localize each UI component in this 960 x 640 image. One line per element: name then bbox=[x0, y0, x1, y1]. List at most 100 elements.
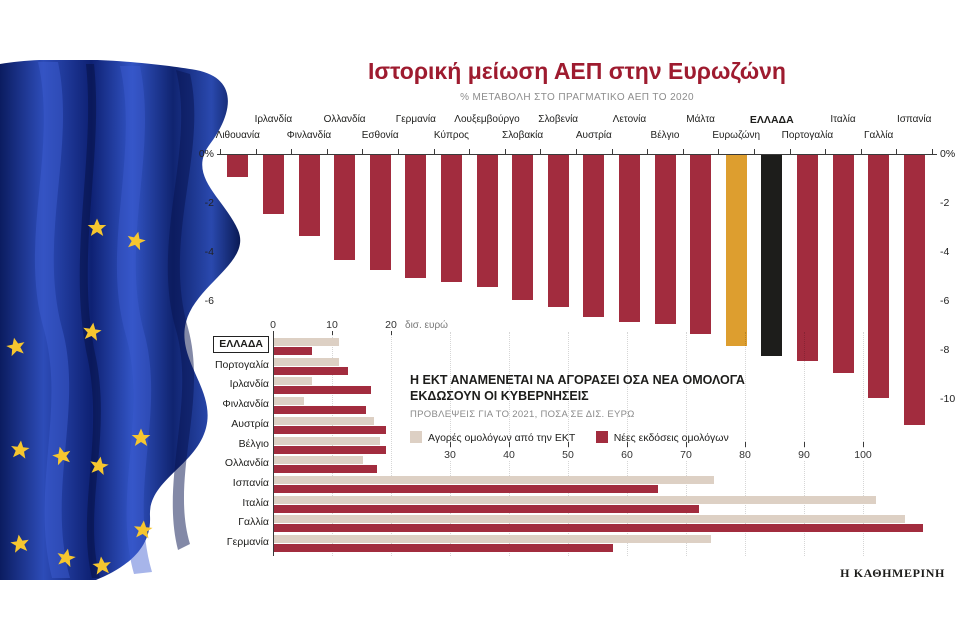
bond-category-text: Ολλανδία bbox=[224, 457, 269, 470]
bond-category-label: Αυστρία bbox=[200, 418, 269, 430]
gdp-category-label: Λιθουανία bbox=[215, 130, 260, 141]
bond-unit-label: δισ. ευρώ bbox=[405, 320, 448, 331]
gdp-baseline bbox=[217, 154, 937, 155]
legend-item-issues: Νέες εκδόσεις ομολόγων bbox=[595, 430, 729, 444]
bond-xtick-inner-mark bbox=[804, 442, 805, 447]
gdp-bar bbox=[725, 155, 747, 346]
legend-swatch-ecb bbox=[410, 430, 422, 443]
bond-category-label: Φινλανδία bbox=[200, 398, 269, 410]
gdp-bar bbox=[796, 155, 818, 361]
bond-bar-ecb bbox=[274, 475, 714, 484]
bond-category-label: Ισπανία bbox=[200, 477, 269, 489]
gdp-category-label: Σλοβακία bbox=[502, 130, 544, 141]
gdp-category-label: Ισπανία bbox=[896, 114, 932, 125]
bond-xtick-inner-mark bbox=[863, 442, 864, 447]
gdp-ytick-right: -4 bbox=[940, 246, 950, 258]
gdp-bar bbox=[547, 155, 569, 307]
bond-bar-ecb bbox=[274, 535, 711, 543]
bond-xtick-mark bbox=[273, 331, 274, 335]
gdp-ytick-right: 0% bbox=[940, 148, 956, 160]
gdp-ytick-right: -2 bbox=[940, 197, 950, 209]
bond-category-label: Βέλγιο bbox=[200, 438, 269, 450]
bond-xtick-inner: 60 bbox=[612, 449, 642, 461]
bond-xtick-inner: 30 bbox=[435, 449, 465, 461]
bond-category-text: Πορτογαλία bbox=[214, 358, 269, 371]
legend-label-ecb: Αγορές ομολόγων από την ΕΚΤ bbox=[428, 431, 576, 444]
bond-category-text: Γερμανία bbox=[226, 536, 269, 548]
gdp-category-label: Κύπρος bbox=[433, 130, 469, 141]
bond-xtick-inner-mark bbox=[450, 442, 451, 447]
gdp-axis-tick bbox=[754, 149, 755, 154]
gdp-category-label: Ιταλία bbox=[830, 114, 856, 125]
gdp-axis-tick bbox=[540, 149, 542, 154]
bond-chart-legend: Αγορές ομολόγων από την ΕΚΤ Νέες εκδόσει… bbox=[410, 428, 772, 446]
gdp-category-label: Σλοβενία bbox=[538, 114, 579, 125]
gdp-category-label: Ολλανδία bbox=[323, 114, 366, 125]
gdp-bar bbox=[618, 155, 640, 322]
gdp-bar bbox=[690, 155, 712, 334]
bond-category-text: Ισπανία bbox=[232, 476, 269, 489]
bond-xtick: 0 bbox=[270, 319, 276, 331]
bond-bar-issues bbox=[274, 425, 387, 434]
bond-xtick: 10 bbox=[326, 319, 338, 331]
bond-category-text: ΕΛΛΑΔΑ bbox=[213, 336, 269, 353]
bond-bar-ecb bbox=[274, 456, 363, 465]
gdp-bar-chart: 0% -2 -4 -6 0% -2 -4 -6 -8 -10 Λιθουανία Ιρλανδία Φι… bbox=[199, 108, 955, 443]
legend-item-ecb: Αγορές ομολόγων από την ΕΚΤ bbox=[410, 430, 576, 444]
bond-bar-ecb bbox=[274, 397, 304, 406]
gdp-axis-tick bbox=[504, 149, 506, 154]
gdp-category-label: Μάλτα bbox=[686, 114, 715, 125]
bond-category-label: Γαλλία bbox=[200, 516, 269, 528]
gdp-ytick-right: -8 bbox=[940, 344, 950, 356]
bond-xtick-inner-mark bbox=[686, 442, 687, 447]
bond-xtick: 20 bbox=[385, 319, 397, 331]
bond-xtick-inner-mark bbox=[745, 442, 746, 447]
gdp-category-label: Πορτογαλία bbox=[781, 130, 834, 141]
bond-xtick-inner: 90 bbox=[789, 449, 819, 461]
gdp-axis-tick bbox=[896, 149, 898, 154]
bond-chart-header: Η ΕΚΤ ΑΝΑΜΕΝΕΤΑΙ ΝΑ ΑΓΟΡΑΣΕΙ ΟΣΑ ΝΕΑ ΟΜΟ… bbox=[410, 372, 772, 446]
bond-category-label: Ολλανδία bbox=[200, 457, 269, 469]
bond-bar-issues bbox=[274, 347, 313, 355]
gdp-axis-tick bbox=[362, 149, 364, 154]
gdp-bar bbox=[761, 155, 783, 356]
bond-category-label: Γερμανία bbox=[200, 536, 269, 548]
bond-xtick-inner: 50 bbox=[553, 449, 583, 461]
bond-category-text: Ιταλία bbox=[242, 496, 269, 509]
gdp-bar bbox=[369, 155, 391, 270]
gdp-category-label: Λουξεμβούργο bbox=[454, 114, 520, 125]
gdp-axis-tick bbox=[220, 149, 221, 154]
gdp-axis-tick bbox=[398, 149, 399, 154]
bond-bar-issues bbox=[274, 504, 699, 513]
bond-bar-chart: 0 10 20 δισ. ευρώ 30 40 50 60 70 80 90 100 ΕΛΛΑΔΑ Πορ… bbox=[200, 318, 948, 568]
bond-bar-ecb bbox=[274, 416, 375, 425]
gdp-axis-tick bbox=[718, 149, 720, 154]
bond-bar-issues bbox=[274, 406, 366, 415]
bond-xtick-inner: 100 bbox=[848, 449, 878, 461]
gdp-axis-tick bbox=[255, 149, 257, 154]
gdp-category-label: Γαλλία bbox=[863, 130, 894, 141]
gdp-bar bbox=[903, 155, 925, 425]
bond-category-label: Ιρλανδία bbox=[200, 378, 269, 390]
bond-bar-issues bbox=[274, 524, 923, 533]
bond-bar-ecb bbox=[274, 338, 339, 346]
gdp-bar bbox=[512, 155, 534, 300]
bond-bar-ecb bbox=[274, 377, 313, 386]
gdp-axis-tick bbox=[469, 149, 471, 154]
bond-bar-issues bbox=[274, 465, 378, 474]
bond-xtick-mark bbox=[391, 331, 392, 335]
bond-xtick-inner: 40 bbox=[494, 449, 524, 461]
gdp-axis-tick bbox=[932, 149, 933, 154]
bond-bar-ecb bbox=[274, 357, 339, 366]
page-title: Ιστορική μείωση ΑΕΠ στην Ευρωζώνη bbox=[368, 58, 786, 84]
bond-bar-ecb bbox=[274, 436, 381, 445]
bond-bar-ecb bbox=[274, 495, 876, 504]
gdp-bar bbox=[832, 155, 854, 373]
gdp-axis-tick bbox=[611, 149, 613, 154]
gdp-category-label: Ευρωζώνη bbox=[712, 130, 761, 141]
legend-swatch-issues bbox=[595, 430, 608, 443]
bond-bar-ecb bbox=[274, 515, 906, 524]
gdp-bar bbox=[298, 155, 320, 236]
bond-category-text: Γαλλία bbox=[238, 516, 269, 529]
gdp-bar bbox=[583, 155, 605, 317]
